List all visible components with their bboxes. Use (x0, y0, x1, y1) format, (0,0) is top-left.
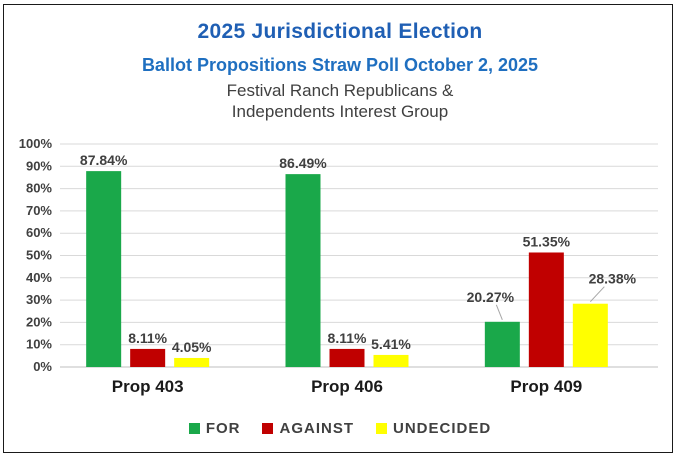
x-category-label: Prop 409 (510, 377, 582, 396)
bar-against-prop-406 (329, 348, 365, 367)
data-label: 4.05% (172, 339, 212, 355)
x-category-label: Prop 403 (112, 377, 184, 396)
legend-label-undecided: UNDECIDED (392, 420, 492, 437)
bar-undecided-prop-403 (174, 357, 210, 367)
legend: FOR AGAINST UNDECIDED (0, 420, 680, 437)
y-tick-label: 50% (26, 248, 52, 263)
legend-swatch-against (262, 423, 274, 434)
legend-item-against: AGAINST (262, 420, 354, 437)
bar-for-prop-403 (86, 171, 122, 367)
data-label: 86.49% (279, 155, 327, 171)
leader-line (495, 304, 503, 320)
y-tick-label: 30% (26, 292, 52, 307)
group-line-2: Independents Interest Group (231, 102, 449, 121)
group-name: Festival Ranch Republicans & Independent… (0, 80, 680, 122)
data-label: 20.27% (467, 289, 515, 305)
leader-line (589, 286, 605, 303)
legend-item-undecided: UNDECIDED (375, 420, 492, 437)
bar-undecided-prop-409 (572, 303, 608, 367)
y-tick-label: 40% (26, 270, 52, 285)
data-label: 51.35% (523, 233, 571, 249)
data-label: 87.84% (80, 152, 128, 168)
y-tick-label: 80% (26, 181, 52, 196)
y-tick-label: 100% (19, 136, 53, 151)
legend-swatch-undecided (375, 423, 387, 434)
bar-against-prop-403 (130, 348, 166, 367)
legend-swatch-for (188, 423, 200, 434)
y-tick-label: 90% (26, 158, 52, 173)
data-label: 8.11% (128, 330, 167, 346)
legend-label-for: FOR (205, 420, 241, 437)
chart-subtitle: Ballot Propositions Straw Poll October 2… (141, 55, 539, 75)
data-label: 5.41% (371, 336, 411, 352)
y-tick-label: 0% (33, 359, 52, 374)
bar-for-prop-406 (285, 174, 321, 367)
y-tick-label: 70% (26, 203, 52, 218)
bar-for-prop-409 (484, 321, 520, 367)
y-tick-label: 20% (26, 314, 52, 329)
bar-undecided-prop-406 (373, 354, 409, 367)
group-line-1: Festival Ranch Republicans & (226, 81, 454, 100)
legend-item-for: FOR (188, 420, 241, 437)
bar-against-prop-409 (528, 252, 564, 367)
chart-title: 2025 Jurisdictional Election (197, 20, 483, 43)
legend-label-against: AGAINST (279, 420, 354, 437)
data-label: 8.11% (328, 330, 367, 346)
x-category-label: Prop 406 (311, 377, 383, 396)
y-tick-label: 60% (26, 225, 52, 240)
data-label: 28.38% (589, 271, 637, 287)
y-tick-label: 10% (26, 337, 52, 352)
